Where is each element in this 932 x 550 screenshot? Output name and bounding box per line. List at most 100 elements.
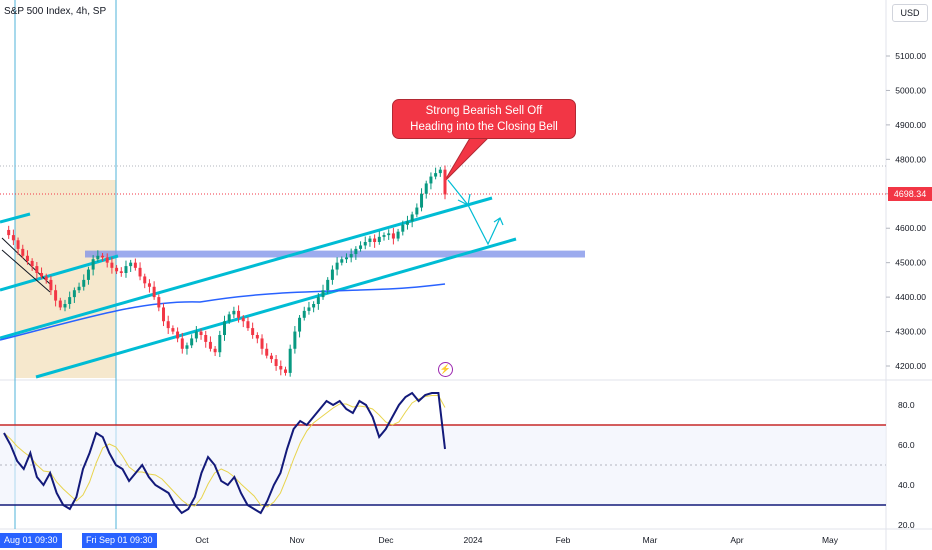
resistance-zone — [85, 250, 585, 258]
candle-body — [44, 276, 48, 280]
candle-body — [58, 300, 62, 308]
candle-body — [35, 266, 39, 273]
candle-body — [420, 193, 424, 208]
time-tick-label: Mar — [643, 535, 658, 545]
candle-body — [82, 279, 86, 287]
time-tag-sep: Fri Sep 01 09:30 — [82, 533, 157, 548]
price-tick-label: 4800.00 — [895, 154, 926, 164]
candle-body — [7, 229, 11, 236]
early-channel-top-line — [0, 212, 31, 224]
candle-body — [166, 321, 170, 329]
candle-body — [110, 262, 114, 268]
candle-body — [68, 297, 72, 304]
candle-body — [387, 233, 391, 236]
candle-body — [298, 317, 302, 332]
candle-body — [147, 283, 151, 287]
candle-body — [204, 335, 208, 342]
projection-arrow-head-1 — [457, 193, 471, 206]
annotation-line-2: Heading into the Closing Bell — [410, 121, 558, 133]
candle-body — [124, 266, 128, 273]
candle-body — [54, 290, 58, 301]
candle-body — [405, 221, 409, 225]
candle-body — [401, 224, 405, 232]
candle-body — [349, 254, 353, 258]
wedge-line-2 — [1, 249, 51, 293]
candle-body — [30, 260, 34, 267]
rsi-tick-label: 40.0 — [898, 480, 915, 490]
price-tick-label: 5100.00 — [895, 51, 926, 61]
rsi-tick-label: 20.0 — [898, 520, 915, 530]
candle-body — [415, 207, 419, 215]
candle-body — [429, 176, 433, 184]
time-tick-label: 2024 — [464, 535, 483, 545]
price-tick-label: 4600.00 — [895, 223, 926, 233]
candle-body — [241, 317, 245, 322]
candle-body — [237, 310, 241, 318]
candle-body — [326, 279, 330, 291]
currency-button[interactable]: USD — [892, 4, 928, 22]
candle-body — [152, 286, 156, 298]
candle-body — [335, 262, 339, 270]
price-tick-label: 4400.00 — [895, 292, 926, 302]
candle-body — [91, 259, 95, 270]
candle-body — [260, 338, 264, 349]
candle-body — [382, 235, 386, 237]
candle-body — [119, 271, 123, 273]
candle-body — [194, 331, 198, 339]
projection-arrow-path — [447, 179, 501, 246]
candle-body — [208, 341, 212, 349]
candle-body — [410, 214, 414, 222]
rsi-signal-line — [3, 395, 446, 508]
time-tick-label: May — [822, 535, 839, 545]
candle-body — [316, 297, 320, 304]
candle-body — [72, 290, 76, 298]
candle-body — [49, 279, 53, 291]
candle-body — [63, 304, 67, 308]
candle-body — [96, 255, 100, 260]
candle-body — [133, 262, 137, 268]
candle-body — [340, 259, 344, 263]
candle-body — [246, 321, 250, 329]
candle-body — [302, 310, 306, 318]
candle-body — [344, 257, 348, 260]
candle-body — [307, 307, 311, 311]
candle-body — [213, 348, 217, 353]
candle-body — [279, 366, 283, 370]
time-tick-label: Nov — [289, 535, 305, 545]
candle-body — [77, 286, 81, 291]
channel-upper-line — [0, 196, 493, 340]
candle-body — [232, 310, 236, 315]
candle-body — [438, 169, 442, 174]
candle-body — [274, 359, 278, 366]
price-tick-label: 4300.00 — [895, 327, 926, 337]
highlight-range — [15, 180, 116, 378]
last-price-label: 4698.34 — [888, 187, 932, 201]
candle-body — [101, 255, 105, 258]
candle-body — [11, 235, 15, 241]
time-tick-label: Dec — [378, 535, 394, 545]
candle-body — [129, 262, 133, 267]
candle-body — [21, 248, 25, 256]
price-tick-label: 4500.00 — [895, 258, 926, 268]
rsi-tick-label: 60.0 — [898, 440, 915, 450]
candle-body — [330, 269, 334, 280]
candle-body — [223, 321, 226, 335]
candle-body — [176, 331, 180, 339]
time-tick-label: Oct — [195, 535, 209, 545]
candle-body — [251, 328, 255, 335]
candle-body — [40, 273, 44, 277]
candle-body — [199, 331, 203, 335]
annotation-callout[interactable]: Strong Bearish Sell Off Heading into the… — [392, 99, 576, 139]
candle-body — [25, 255, 29, 261]
candle-body — [115, 267, 119, 272]
candle-body — [288, 348, 292, 373]
candle-body — [269, 355, 273, 360]
time-tick-label: Apr — [730, 535, 743, 545]
lightning-icon[interactable]: ⚡ — [438, 362, 453, 377]
candle-body — [227, 314, 231, 322]
candle-body — [171, 328, 175, 332]
candle-body — [434, 173, 438, 177]
candle-body — [105, 257, 109, 263]
candle-body — [265, 348, 269, 356]
